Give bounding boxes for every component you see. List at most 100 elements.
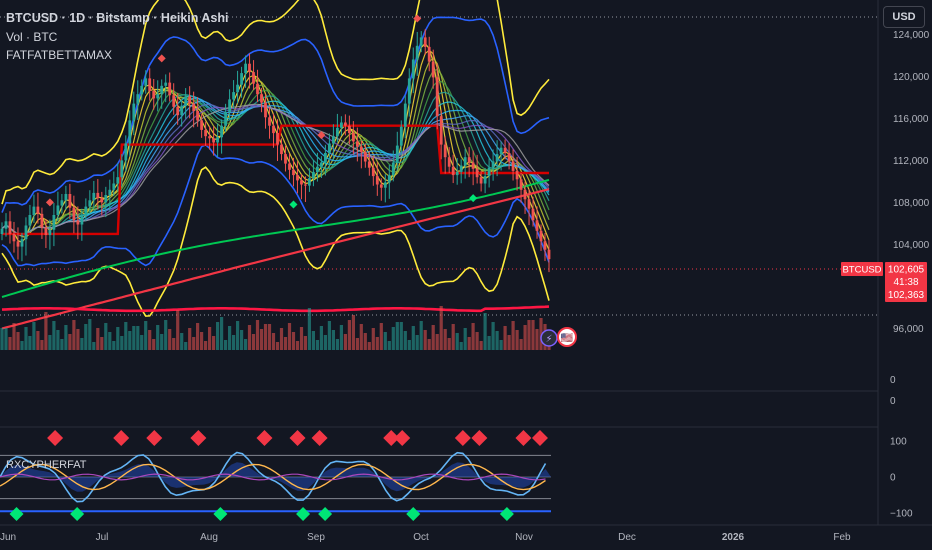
volume-bar bbox=[136, 326, 140, 350]
candle-body bbox=[12, 233, 16, 242]
candle-body bbox=[4, 221, 8, 229]
sell-signal-diamond bbox=[394, 430, 411, 446]
volume-bar bbox=[303, 336, 307, 350]
candle-body bbox=[483, 176, 487, 184]
volume-bar bbox=[220, 317, 224, 350]
candle-body bbox=[184, 96, 188, 106]
volume-bar bbox=[539, 318, 543, 350]
ma-100-line bbox=[1, 178, 550, 298]
volume-bar bbox=[180, 333, 184, 350]
volume-tick-label: 0 bbox=[890, 375, 896, 386]
volume-bar bbox=[132, 326, 136, 350]
currency-button[interactable]: USD bbox=[883, 6, 925, 28]
candle-body bbox=[308, 178, 311, 186]
ribbon-line bbox=[1, 42, 550, 251]
time-tick-label: Aug bbox=[200, 532, 218, 543]
volume-bar bbox=[395, 322, 399, 350]
price-tick-label: 104,000 bbox=[893, 240, 930, 251]
volume-bar bbox=[363, 333, 367, 350]
volume-bar bbox=[467, 337, 471, 350]
candle-body bbox=[395, 145, 399, 163]
volume-bar bbox=[319, 326, 323, 350]
indicator-legend[interactable]: FATFATBETTAMAX bbox=[6, 48, 113, 62]
volume-bar bbox=[120, 336, 124, 350]
candle-body bbox=[344, 122, 347, 126]
candle-body bbox=[431, 61, 435, 78]
price-axis[interactable]: 124,000 120,000 116,000 112,000 108,000 104,0… bbox=[890, 30, 930, 520]
candle-body bbox=[495, 154, 499, 162]
candle-body bbox=[136, 94, 140, 104]
oscillator-tick-label: 100 bbox=[890, 437, 907, 448]
time-axis[interactable]: Jun Jul Aug Sep Oct Nov Dec 2026 Feb bbox=[0, 524, 932, 543]
candle-body bbox=[491, 161, 495, 168]
candle-body bbox=[340, 122, 343, 128]
candle-body bbox=[264, 102, 267, 118]
volume-bar bbox=[196, 323, 200, 350]
volume-bar bbox=[92, 342, 96, 350]
volume-bar bbox=[76, 329, 80, 350]
candle-body bbox=[188, 96, 192, 104]
volume-bar bbox=[56, 330, 60, 350]
candle-body bbox=[304, 184, 307, 186]
candle-body bbox=[240, 73, 243, 85]
volume-bar bbox=[144, 321, 148, 350]
volume-bar bbox=[411, 326, 415, 350]
candle-body bbox=[92, 192, 96, 201]
candle-body bbox=[88, 200, 92, 207]
ribbon-line bbox=[1, 104, 550, 236]
candle-body bbox=[387, 175, 391, 183]
candle-body bbox=[168, 82, 172, 96]
volume-bar bbox=[140, 335, 144, 350]
time-tick-label: Oct bbox=[413, 532, 429, 543]
candle-body bbox=[112, 183, 116, 190]
volume-bar bbox=[447, 338, 451, 350]
volume-legend[interactable]: Vol · BTC bbox=[6, 30, 58, 44]
oscillator-zero-line bbox=[0, 473, 546, 481]
bollinger-bands bbox=[1, 0, 550, 317]
price-tick-label: 124,000 bbox=[893, 30, 930, 41]
volume-bar bbox=[387, 341, 391, 350]
volume-bar bbox=[523, 325, 527, 350]
candle-body bbox=[84, 206, 88, 215]
volume-bar bbox=[435, 334, 439, 350]
candle-body bbox=[180, 105, 184, 116]
candle-body bbox=[116, 177, 120, 184]
time-tick-label: Dec bbox=[618, 532, 636, 543]
volume-bar bbox=[491, 322, 495, 350]
volume-bar bbox=[419, 321, 423, 350]
candle-body bbox=[20, 239, 24, 247]
volume-bar bbox=[331, 330, 335, 350]
volume-bar bbox=[16, 332, 20, 350]
volume-bar bbox=[263, 324, 268, 350]
candle-body bbox=[144, 78, 148, 86]
candle-body bbox=[152, 91, 156, 99]
oscillator-legend[interactable]: RXCYPHERFAT bbox=[6, 459, 87, 471]
candle-body bbox=[363, 152, 367, 162]
volume-bar bbox=[275, 342, 280, 350]
candle-body bbox=[236, 84, 239, 93]
candle-body bbox=[320, 162, 323, 167]
volume-bar bbox=[104, 323, 108, 350]
volume-bar bbox=[96, 328, 100, 350]
candle-body bbox=[76, 220, 80, 225]
candle-body bbox=[407, 78, 411, 104]
candle-body bbox=[252, 72, 255, 84]
candle-body bbox=[196, 111, 199, 121]
oscillator-tick-label: −100 bbox=[890, 509, 913, 520]
sell-signal-diamond bbox=[531, 430, 548, 446]
volume-bar bbox=[28, 336, 32, 350]
volume-bar bbox=[232, 335, 236, 350]
volume-bar bbox=[359, 324, 363, 350]
oscillator-fast-line bbox=[0, 451, 547, 503]
lightning-icon[interactable]: ⚡ bbox=[545, 334, 552, 345]
chart-title[interactable]: BTCUSD · 1D · Bitstamp · Heikin Ashi bbox=[6, 11, 229, 25]
us-flag-icon[interactable]: 🇺🇸 bbox=[561, 332, 574, 344]
buy-signal-diamond bbox=[213, 507, 228, 521]
volume-bar bbox=[443, 329, 447, 350]
candle-body bbox=[16, 241, 20, 247]
ribbon-line bbox=[1, 97, 550, 236]
volume-bar bbox=[463, 328, 467, 350]
volume-bar bbox=[423, 330, 427, 350]
event-icons[interactable]: ⚡ 🇺🇸 bbox=[540, 327, 577, 347]
